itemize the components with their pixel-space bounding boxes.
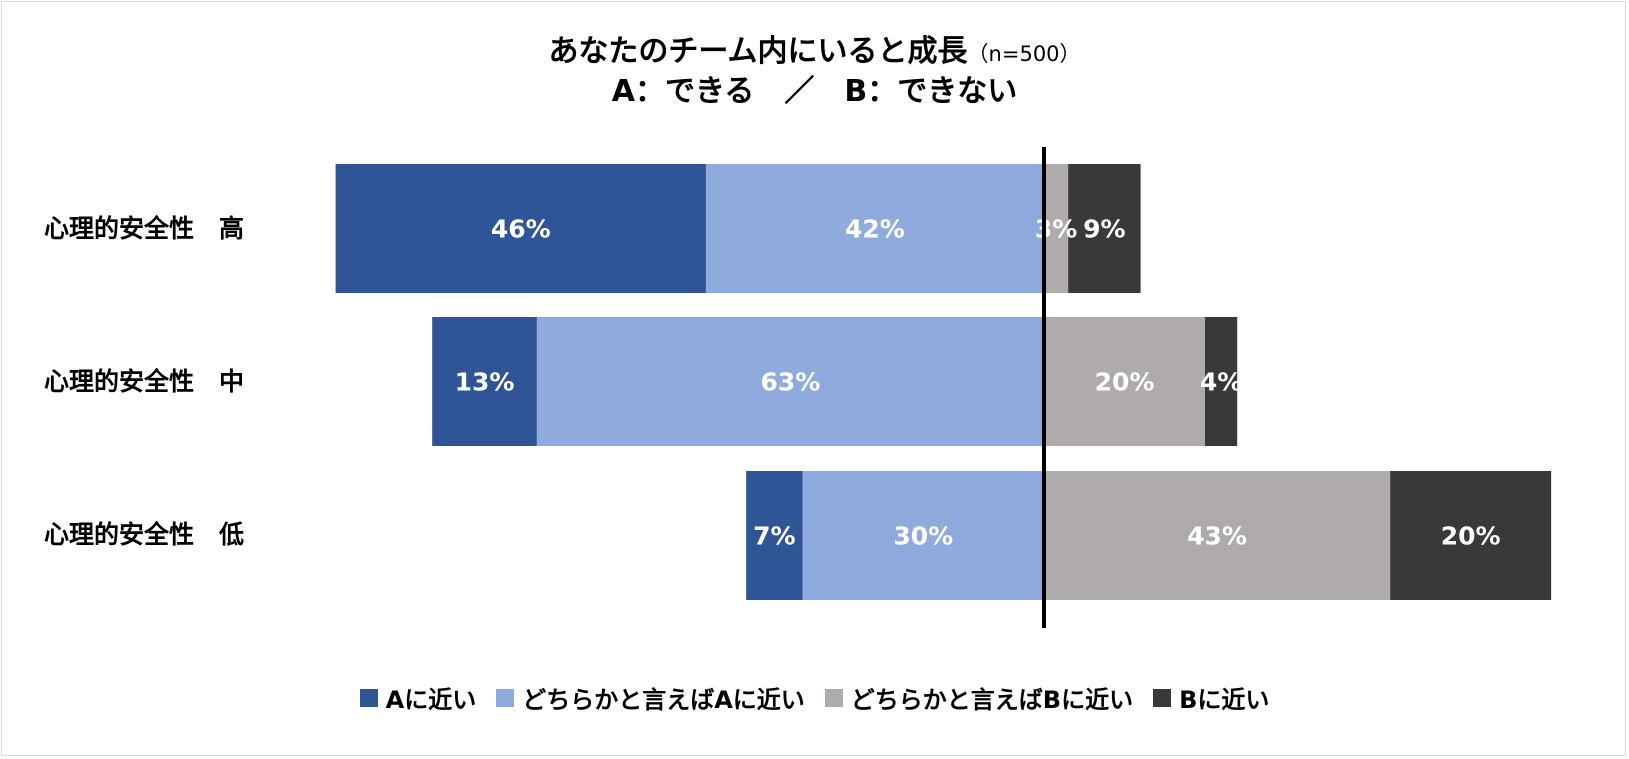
bar-high-lean-b — [1044, 164, 1069, 293]
legend-item-b: Bに近い — [1153, 680, 1269, 715]
data-label-mid-lean-a: 63% — [761, 368, 821, 397]
data-label-mid-lean-b: 20% — [1095, 368, 1155, 397]
bar-mid-lean-a — [536, 317, 1044, 446]
category-label-low: 心理的安全性 低 — [44, 520, 245, 549]
legend-item-lean-a: どちらかと言えばAに近い — [496, 680, 805, 715]
data-label-low-lean-a: 30% — [893, 522, 953, 551]
data-label-low-a: 7% — [753, 522, 795, 551]
bar-mid-a — [432, 317, 537, 446]
legend-item-lean-b: どちらかと言えばBに近い — [824, 680, 1134, 715]
title-text: あなたのチーム内にいると成長 — [548, 34, 968, 69]
data-label-mid-b: 4% — [1200, 368, 1242, 397]
legend-swatch-lean-a — [496, 688, 515, 707]
legend-label-lean-a: どちらかと言えばAに近い — [522, 686, 805, 714]
bar-mid-b — [1205, 317, 1238, 446]
data-label-high-lean-a: 42% — [845, 215, 905, 244]
legend-swatch-lean-b — [824, 688, 843, 707]
legend-label-b: Bに近い — [1179, 686, 1270, 714]
bar-high-a — [335, 164, 706, 293]
bar-high-b — [1068, 164, 1141, 293]
category-label-mid: 心理的安全性 中 — [44, 367, 245, 396]
data-label-high-a: 46% — [491, 215, 551, 244]
legend-label-a: Aに近い — [385, 686, 477, 714]
bar-mid-lean-b — [1044, 317, 1205, 446]
bar-high-lean-a — [705, 164, 1044, 293]
legend-label-lean-b: どちらかと言えばBに近い — [850, 686, 1134, 714]
chart-subtitle: A：できる ／ B：できない — [611, 74, 1018, 109]
category-label-high: 心理的安全性 高 — [44, 214, 245, 243]
legend-item-a: Aに近い — [359, 680, 477, 715]
data-label-low-lean-b: 43% — [1187, 522, 1247, 551]
legend: Aに近い どちらかと言えばAに近い どちらかと言えばBに近い Bに近い — [0, 680, 1629, 715]
bar-low-b — [1390, 471, 1552, 600]
legend-swatch-b — [1153, 688, 1172, 707]
data-label-mid-a: 13% — [455, 368, 515, 397]
bar-low-a — [746, 471, 803, 600]
bar-low-lean-a — [802, 471, 1044, 600]
title-sample-size: （n=500） — [967, 42, 1081, 66]
chart-title: あなたのチーム内にいると成長（n=500） — [0, 26, 1629, 70]
bar-low-lean-b — [1044, 471, 1391, 600]
data-label-high-b: 9% — [1083, 215, 1125, 244]
data-label-high-lean-b: 3% — [1035, 215, 1077, 244]
data-label-low-b: 20% — [1441, 522, 1501, 551]
legend-swatch-a — [359, 688, 378, 707]
